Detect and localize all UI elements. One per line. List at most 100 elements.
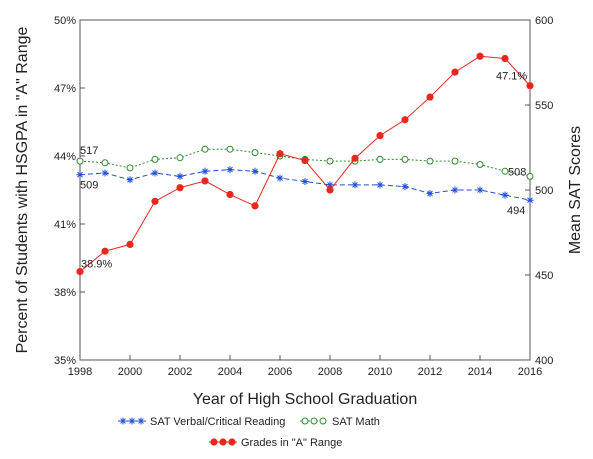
- legend-marker: [228, 438, 236, 446]
- legend-label: SAT Verbal/Critical Reading: [150, 416, 285, 428]
- data-point: [476, 161, 484, 168]
- data-point: [126, 240, 134, 248]
- data-point: [151, 169, 159, 177]
- data-point: [326, 181, 334, 189]
- data-point: [451, 157, 459, 165]
- right-tick-label: 600: [535, 15, 553, 27]
- x-tick-label: 2016: [518, 366, 542, 378]
- data-point: [126, 164, 134, 172]
- data-point: [76, 171, 84, 179]
- data-point: [351, 181, 359, 189]
- data-point: [201, 145, 209, 153]
- data-point: [401, 183, 409, 191]
- data-point: [451, 186, 459, 194]
- data-point: [526, 172, 534, 180]
- left-tick-label: 41%: [54, 219, 76, 231]
- legend: SAT Verbal/Critical Reading SAT Math Grade…: [118, 416, 380, 449]
- data-point: [151, 197, 159, 205]
- legend-item: SAT Verbal/Critical Reading: [118, 416, 285, 428]
- legend-marker: [137, 417, 145, 425]
- right-tick-label: 500: [535, 185, 553, 197]
- data-point: [376, 155, 384, 163]
- data-point: [151, 155, 159, 163]
- data-point: [226, 190, 234, 199]
- data-point: [376, 181, 384, 189]
- legend-marker: [128, 417, 136, 425]
- data-point: [251, 149, 259, 157]
- data-point: [101, 169, 109, 177]
- x-tick-label: 2008: [318, 366, 342, 378]
- legend-marker: [219, 438, 227, 446]
- legend-item: SAT Math: [300, 416, 380, 428]
- legend-marker: [301, 417, 309, 425]
- data-point: [101, 247, 109, 255]
- data-point: [251, 167, 259, 175]
- x-tick-label: 2010: [368, 366, 392, 378]
- data-point: [426, 189, 434, 197]
- x-axis-title: Year of High School Graduation: [193, 391, 417, 408]
- data-point: [226, 145, 234, 153]
- left-tick-label: 35%: [54, 355, 76, 367]
- data-point: [501, 191, 509, 199]
- axes: 35% 38% 41% 44% 47% 50% 400 450 500 550 600 1998 200…: [54, 15, 553, 378]
- left-y-axis-title: Percent of Students with HSGPA in "A" Ra…: [14, 27, 31, 354]
- data-label: 47.1%: [496, 71, 527, 83]
- left-tick-label: 50%: [54, 15, 76, 27]
- legend-marker: [210, 438, 218, 446]
- data-point: [276, 150, 284, 158]
- series-layer: [76, 52, 534, 276]
- data-point: [251, 202, 259, 210]
- left-tick-label: 38%: [54, 287, 76, 299]
- legend-marker: [119, 417, 127, 425]
- data-point: [76, 268, 84, 276]
- x-tick-label: 2012: [418, 366, 442, 378]
- data-point: [476, 186, 484, 194]
- data-label: 38.9%: [81, 259, 112, 271]
- right-tick-label: 450: [535, 270, 553, 282]
- data-point: [276, 174, 284, 182]
- data-point: [426, 157, 434, 165]
- legend-item: Grades in "A" Range: [209, 437, 342, 449]
- x-tick-label: 2006: [268, 366, 292, 378]
- legend-label: Grades in "A" Range: [241, 437, 342, 449]
- legend-label: SAT Math: [332, 416, 380, 428]
- right-tick-label: 400: [535, 355, 553, 367]
- x-tick-label: 2014: [468, 366, 492, 378]
- x-tick-label: 1998: [68, 366, 92, 378]
- legend-marker: [319, 417, 327, 425]
- data-point: [426, 93, 434, 101]
- right-tick-label: 550: [535, 100, 553, 112]
- data-point: [176, 184, 184, 192]
- data-point: [301, 178, 309, 185]
- data-point: [126, 176, 134, 184]
- data-point: [326, 157, 334, 165]
- series-0: [76, 166, 534, 204]
- x-tick-label: 2004: [218, 366, 242, 378]
- annotation-layer: 517 509 38.9% 47.1% 508 494: [80, 71, 527, 271]
- data-point: [101, 159, 109, 167]
- data-point: [451, 68, 459, 76]
- data-point: [201, 167, 209, 175]
- data-label: 508: [508, 166, 526, 178]
- data-label: 494: [507, 205, 525, 217]
- legend-marker: [310, 417, 318, 425]
- data-point: [326, 186, 334, 194]
- data-point: [526, 82, 534, 90]
- data-point: [501, 167, 509, 175]
- data-point: [176, 154, 184, 162]
- data-point: [76, 157, 84, 165]
- data-label: 509: [80, 180, 98, 192]
- data-point: [176, 172, 184, 180]
- data-point: [526, 196, 534, 204]
- data-point: [226, 166, 234, 174]
- data-point: [401, 116, 409, 124]
- data-point: [476, 52, 484, 60]
- series-2: [76, 52, 534, 276]
- data-point: [501, 54, 509, 63]
- data-point: [201, 177, 209, 185]
- right-y-axis-title: Mean SAT Scores: [567, 126, 584, 254]
- data-label: 517: [80, 145, 98, 157]
- left-tick-label: 47%: [54, 83, 76, 95]
- data-point: [301, 156, 309, 165]
